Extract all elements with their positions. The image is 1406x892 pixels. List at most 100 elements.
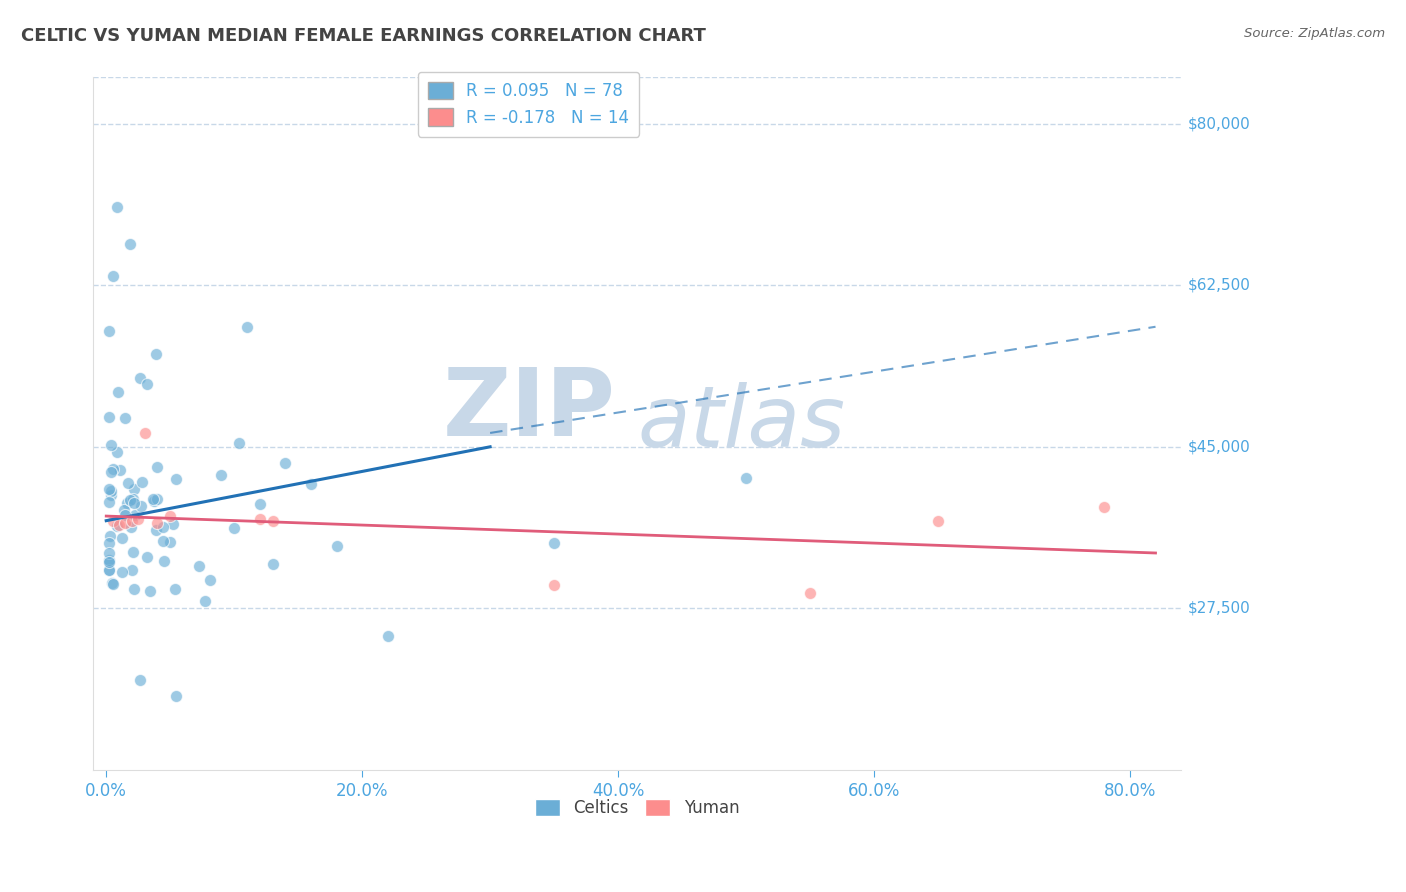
Point xyxy=(146,491,169,506)
Point xyxy=(121,563,143,577)
Point xyxy=(145,523,167,537)
Point xyxy=(152,534,174,549)
Text: $62,500: $62,500 xyxy=(1188,277,1250,293)
Point xyxy=(377,630,399,644)
Point xyxy=(122,496,145,510)
Text: Source: ZipAtlas.com: Source: ZipAtlas.com xyxy=(1244,27,1385,40)
Point xyxy=(97,494,120,508)
Point xyxy=(101,268,124,283)
Point xyxy=(121,491,143,506)
Point xyxy=(107,384,129,399)
Point xyxy=(110,463,132,477)
Point xyxy=(159,509,181,524)
Point xyxy=(131,475,153,490)
Point xyxy=(165,689,187,703)
Point xyxy=(129,673,152,688)
Point xyxy=(165,472,187,486)
Point xyxy=(799,585,821,599)
Point xyxy=(146,460,169,475)
Point xyxy=(143,494,166,508)
Point xyxy=(209,468,232,483)
Point xyxy=(134,425,156,440)
Point xyxy=(135,377,157,392)
Text: $80,000: $80,000 xyxy=(1188,116,1250,131)
Point xyxy=(97,563,120,577)
Point xyxy=(159,534,181,549)
Point xyxy=(97,554,120,568)
Point xyxy=(108,518,131,533)
Text: CELTIC VS YUMAN MEDIAN FEMALE EARNINGS CORRELATION CHART: CELTIC VS YUMAN MEDIAN FEMALE EARNINGS C… xyxy=(21,27,706,45)
Point xyxy=(165,582,187,596)
Point xyxy=(262,514,284,528)
Point xyxy=(120,520,142,534)
Point xyxy=(142,491,165,506)
Point xyxy=(97,410,120,425)
Point xyxy=(122,582,145,596)
Point xyxy=(98,529,121,543)
Point xyxy=(120,236,142,251)
Point xyxy=(100,483,122,498)
Point xyxy=(111,531,134,545)
Point xyxy=(249,497,271,511)
Point xyxy=(152,520,174,534)
Point xyxy=(114,516,136,530)
Point xyxy=(927,514,949,528)
Point xyxy=(124,508,146,523)
Point xyxy=(262,558,284,572)
Point xyxy=(105,518,128,533)
Point xyxy=(299,477,322,491)
Point xyxy=(101,514,124,528)
Point xyxy=(543,578,565,592)
Point xyxy=(98,545,121,559)
Text: ZIP: ZIP xyxy=(443,364,616,456)
Point xyxy=(127,512,149,526)
Point xyxy=(112,503,135,517)
Point xyxy=(228,435,250,450)
Point xyxy=(194,594,217,608)
Point xyxy=(97,563,120,577)
Point xyxy=(97,536,120,550)
Point xyxy=(121,514,143,528)
Point xyxy=(97,324,120,338)
Point xyxy=(325,539,347,553)
Point xyxy=(100,438,122,452)
Point xyxy=(97,554,120,568)
Point xyxy=(117,475,139,490)
Point xyxy=(122,483,145,497)
Point xyxy=(105,445,128,459)
Point xyxy=(153,554,176,568)
Point xyxy=(103,576,125,591)
Point xyxy=(735,471,758,485)
Point xyxy=(1092,500,1115,514)
Point xyxy=(224,521,246,535)
Point xyxy=(135,550,157,565)
Point xyxy=(129,370,152,384)
Point xyxy=(274,456,297,470)
Point xyxy=(100,488,122,502)
Point xyxy=(114,508,136,523)
Point xyxy=(118,493,141,508)
Text: $27,500: $27,500 xyxy=(1188,601,1250,615)
Point xyxy=(97,482,120,496)
Text: atlas: atlas xyxy=(637,382,845,466)
Point xyxy=(129,499,152,513)
Point xyxy=(105,200,128,214)
Point xyxy=(103,461,125,475)
Legend: Celtics, Yuman: Celtics, Yuman xyxy=(529,792,747,824)
Point xyxy=(100,466,122,480)
Point xyxy=(114,410,136,425)
Point xyxy=(162,516,184,531)
Point xyxy=(249,512,271,526)
Point xyxy=(111,566,134,580)
Point xyxy=(97,553,120,567)
Point xyxy=(100,575,122,590)
Point xyxy=(236,319,259,334)
Point xyxy=(139,584,162,599)
Point xyxy=(198,573,221,587)
Text: $45,000: $45,000 xyxy=(1188,439,1250,454)
Point xyxy=(146,516,169,530)
Point xyxy=(543,536,565,550)
Point xyxy=(117,496,139,510)
Point xyxy=(188,559,211,574)
Point xyxy=(122,544,145,558)
